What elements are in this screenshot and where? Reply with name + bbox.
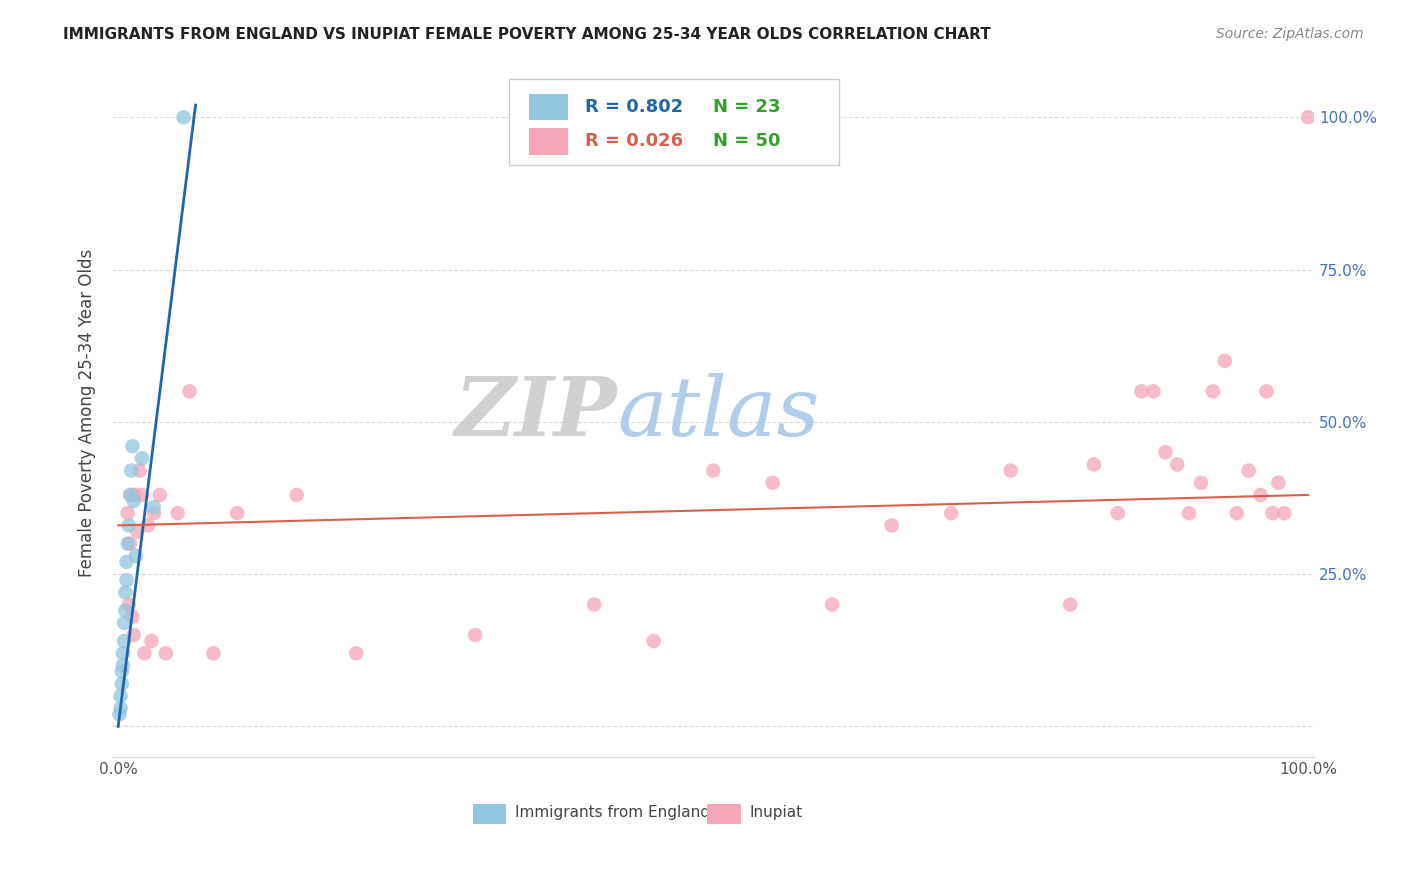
Point	[1059, 598, 1081, 612]
Point	[122, 494, 145, 508]
Bar	[529, 94, 568, 120]
Point	[142, 506, 165, 520]
Point	[131, 488, 153, 502]
Point	[118, 518, 141, 533]
Text: IMMIGRANTS FROM ENGLAND VS INUPIAT FEMALE POVERTY AMONG 25-34 YEAR OLDS CORRELAT: IMMIGRANTS FROM ENGLAND VS INUPIAT FEMAL…	[63, 27, 991, 42]
Point	[226, 506, 249, 520]
Point	[1083, 458, 1105, 472]
Text: R = 0.802: R = 0.802	[585, 98, 683, 116]
Text: Inupiat: Inupiat	[749, 805, 803, 820]
Point	[1107, 506, 1129, 520]
Y-axis label: Female Poverty Among 25-34 Year Olds: Female Poverty Among 25-34 Year Olds	[79, 249, 96, 577]
Point	[583, 598, 606, 612]
Point	[1261, 506, 1284, 520]
Point	[1237, 464, 1260, 478]
Point	[702, 464, 724, 478]
Point	[127, 524, 149, 539]
Point	[128, 464, 150, 478]
Point	[122, 628, 145, 642]
Point	[124, 488, 146, 502]
Point	[125, 549, 148, 563]
Point	[939, 506, 962, 520]
Point	[880, 518, 903, 533]
Point	[202, 646, 225, 660]
Point	[1178, 506, 1201, 520]
Text: atlas: atlas	[617, 373, 820, 452]
Point	[121, 439, 143, 453]
Point	[173, 110, 195, 124]
Point	[464, 628, 486, 642]
Point	[112, 634, 135, 648]
Point	[155, 646, 177, 660]
Point	[121, 609, 143, 624]
Point	[111, 658, 134, 673]
Point	[1226, 506, 1249, 520]
Point	[114, 585, 136, 599]
Point	[141, 634, 163, 648]
Bar	[707, 805, 741, 823]
Point	[821, 598, 844, 612]
Point	[111, 677, 134, 691]
Point	[118, 598, 141, 612]
Point	[115, 555, 138, 569]
Point	[120, 488, 142, 502]
Text: Source: ZipAtlas.com: Source: ZipAtlas.com	[1216, 27, 1364, 41]
Point	[136, 518, 159, 533]
Text: ZIP: ZIP	[454, 373, 617, 452]
Point	[114, 604, 136, 618]
Point	[134, 646, 156, 660]
Point	[120, 536, 142, 550]
Point	[120, 464, 142, 478]
Point	[1256, 384, 1278, 399]
Text: Immigrants from England: Immigrants from England	[515, 805, 710, 820]
Point	[110, 701, 132, 715]
Text: N = 50: N = 50	[713, 133, 780, 151]
Point	[1202, 384, 1225, 399]
Point	[108, 707, 131, 722]
Point	[1130, 384, 1153, 399]
Point	[344, 646, 367, 660]
Point	[1250, 488, 1272, 502]
Point	[117, 506, 139, 520]
FancyBboxPatch shape	[509, 78, 839, 165]
Bar	[472, 805, 506, 823]
Point	[111, 665, 134, 679]
Point	[117, 536, 139, 550]
Point	[1142, 384, 1164, 399]
Point	[120, 488, 142, 502]
Point	[115, 573, 138, 587]
Point	[112, 615, 135, 630]
Point	[1166, 458, 1188, 472]
Point	[1189, 475, 1212, 490]
Text: R = 0.026: R = 0.026	[585, 133, 683, 151]
Point	[1154, 445, 1177, 459]
Point	[166, 506, 188, 520]
Point	[142, 500, 165, 515]
Point	[643, 634, 665, 648]
Bar	[529, 128, 568, 154]
Text: N = 23: N = 23	[713, 98, 780, 116]
Point	[111, 646, 134, 660]
Point	[1272, 506, 1295, 520]
Point	[285, 488, 308, 502]
Point	[1296, 110, 1319, 124]
Point	[1213, 354, 1236, 368]
Point	[762, 475, 785, 490]
Point	[179, 384, 201, 399]
Point	[110, 689, 132, 703]
Point	[1000, 464, 1022, 478]
Point	[1267, 475, 1289, 490]
Point	[149, 488, 172, 502]
Point	[131, 451, 153, 466]
